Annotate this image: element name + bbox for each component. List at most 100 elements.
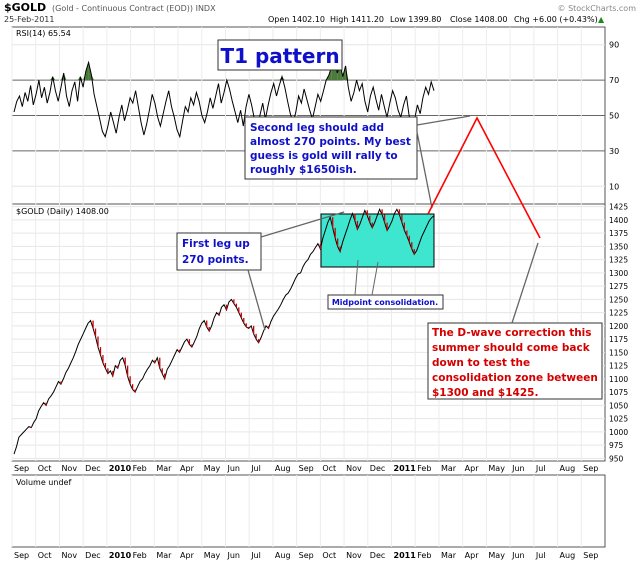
open-value: Open 1402.10	[268, 15, 325, 24]
x-tick-label: Mar	[441, 551, 457, 560]
x-tick-label: Dec	[370, 551, 385, 560]
x-axis-volume: Sep Oct Nov Dec 2010 Feb Mar Apr May Jun Jul Aug Sep…	[14, 551, 598, 560]
dwave-text: The D-wave correction this summer should…	[432, 327, 601, 399]
first-leg-pointer-top	[260, 211, 345, 238]
rsi-tick-label: 50	[609, 112, 619, 121]
x-tick-label: Mar	[156, 464, 172, 473]
second-leg-box	[244, 116, 418, 180]
x-tick-label: Mar	[156, 551, 172, 560]
x-tick-label: 2011	[394, 551, 417, 560]
dwave-box	[427, 322, 603, 400]
second-leg-text: Second leg should add almost 270 points.…	[250, 122, 415, 176]
volume-gridlines	[11, 475, 582, 547]
price-tick-label: 1075	[609, 388, 628, 397]
price-tick-label: 1325	[609, 256, 628, 265]
consolidation-zone	[320, 213, 435, 268]
t1-title: T1 pattern	[220, 44, 339, 68]
price-tick-label: 1200	[609, 322, 628, 331]
projection-red-line	[427, 116, 541, 239]
close-value: Close 1408.00	[450, 15, 507, 24]
t1-title-box	[217, 39, 343, 71]
rsi-tick-label: 90	[609, 41, 619, 50]
x-tick-label: Dec	[85, 551, 100, 560]
price-tick-label: 1100	[609, 375, 628, 384]
price-tick-label: 950	[609, 454, 624, 463]
price-tick-label: 1225	[609, 309, 628, 318]
x-tick-label: 2011	[394, 464, 417, 473]
price-tick-label: 1000	[609, 428, 628, 437]
x-tick-label: Sep	[14, 551, 29, 560]
x-tick-label: May	[488, 464, 505, 473]
rsi-series-line	[13, 57, 435, 139]
x-tick-label: Mar	[441, 464, 457, 473]
x-tick-label: Jul	[535, 551, 546, 560]
second-leg-pointer-price	[416, 131, 433, 209]
price-tick-label: 1400	[609, 216, 628, 225]
price-tick-label: 1425	[609, 203, 628, 212]
price-down-bars	[30, 209, 415, 428]
price-series-line	[13, 208, 435, 455]
second-leg-pointer-rsi	[416, 115, 471, 126]
x-tick-label: May	[488, 551, 505, 560]
midpoint-label: Midpoint consolidation.	[332, 298, 438, 307]
x-tick-label: Nov	[346, 464, 362, 473]
price-tick-label: 1050	[609, 401, 628, 410]
midpoint-pointer-left	[354, 259, 359, 296]
price-tick-label: 1125	[609, 362, 628, 371]
x-tick-label: Feb	[133, 551, 147, 560]
x-tick-label: Jun	[226, 464, 240, 473]
x-tick-label: Nov	[346, 551, 362, 560]
x-tick-label: Sep	[583, 551, 598, 560]
rsi-tick-label: 10	[609, 182, 619, 191]
x-tick-label: Oct	[322, 464, 336, 473]
x-tick-label: Feb	[417, 551, 431, 560]
price-tick-label: 1375	[609, 229, 628, 238]
price-tick-label: 1175	[609, 335, 628, 344]
x-axis-price: Sep Oct Nov Dec 2010 Feb Mar Apr May Jun Jul Aug Sep…	[14, 464, 598, 473]
first-leg-box	[176, 232, 262, 271]
rsi-panel-label: RSI(14) 65.54	[16, 29, 71, 38]
first-leg-pointer-bottom	[247, 269, 266, 331]
x-tick-label: 2010	[109, 551, 132, 560]
x-tick-label: Sep	[14, 464, 29, 473]
x-tick-label: Nov	[61, 551, 77, 560]
rsi-overbought-segment	[85, 62, 89, 81]
rsi-tick-label: 30	[609, 147, 619, 156]
x-tick-label: Aug	[275, 551, 291, 560]
x-tick-label: Oct	[38, 551, 52, 560]
price-tick-label: 975	[609, 441, 624, 450]
chart-symbol: $GOLD	[4, 1, 46, 14]
x-tick-label: Aug	[560, 464, 576, 473]
price-tick-label: 1025	[609, 415, 628, 424]
x-tick-label: Nov	[61, 464, 77, 473]
volume-panel-label: Volume undef	[16, 478, 71, 487]
x-tick-label: Jun	[511, 551, 525, 560]
x-tick-label: May	[204, 464, 221, 473]
x-tick-label: Jul	[250, 551, 261, 560]
price-tick-label: 1250	[609, 295, 628, 304]
x-tick-label: Dec	[370, 464, 385, 473]
x-tick-label: Dec	[85, 464, 100, 473]
price-panel-label: $GOLD (Daily) 1408.00	[16, 207, 109, 216]
midpoint-box	[327, 294, 444, 310]
volume-panel	[11, 474, 606, 548]
x-tick-label: Sep	[583, 464, 598, 473]
x-tick-label: Oct	[38, 464, 52, 473]
x-tick-label: May	[204, 551, 221, 560]
x-tick-label: Apr	[465, 464, 480, 473]
x-tick-label: Apr	[180, 551, 195, 560]
chart-date: 25-Feb-2011	[4, 15, 54, 24]
x-tick-label: Feb	[133, 464, 147, 473]
low-value: Low 1399.80	[390, 15, 441, 24]
x-tick-label: Oct	[322, 551, 336, 560]
rsi-tick-label: 70	[609, 76, 619, 85]
x-tick-label: Jun	[226, 551, 240, 560]
chart-description: (Gold - Continuous Contract (EOD)) INDX	[52, 4, 216, 13]
midpoint-pointer-right	[371, 261, 379, 296]
x-tick-label: Apr	[465, 551, 480, 560]
price-tick-label: 1300	[609, 269, 628, 278]
x-tick-label: Feb	[417, 464, 431, 473]
rsi-gridlines	[11, 27, 605, 204]
x-tick-label: Aug	[560, 551, 576, 560]
